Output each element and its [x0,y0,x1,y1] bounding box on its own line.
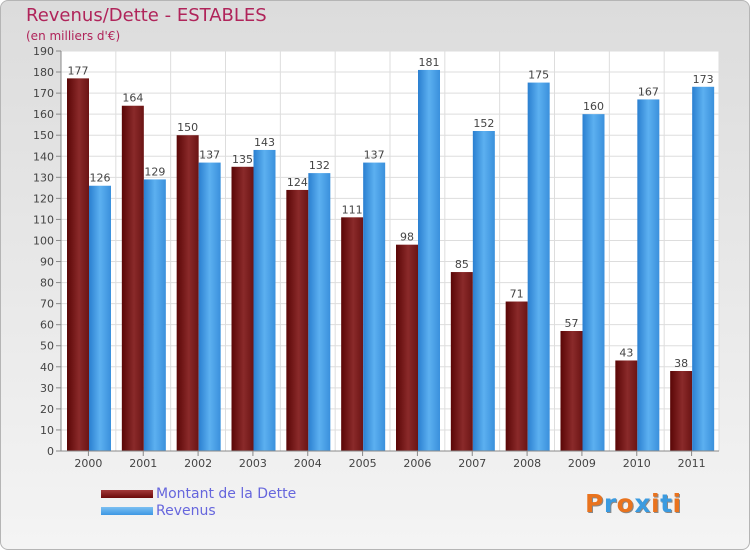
bar-dette [176,135,199,452]
y-tick-label: 130 [33,171,54,184]
bar-revenus [582,114,605,451]
data-label-revenus: 152 [473,117,494,130]
bar-dette [67,78,89,452]
x-tick-label: 2004 [294,457,322,470]
x-tick-label: 2000 [74,457,102,470]
data-label-revenus: 126 [90,172,111,185]
bar-revenus [253,149,276,451]
data-label-dette: 164 [122,92,143,105]
x-tick-label: 2006 [403,457,431,470]
bar-revenus [143,179,166,451]
y-tick-label: 180 [33,66,54,79]
y-tick-label: 160 [33,108,54,121]
bar-dette [396,244,418,451]
y-tick-label: 70 [40,298,54,311]
x-tick-label: 2009 [568,457,596,470]
data-label-dette: 38 [674,357,688,370]
y-tick-label: 110 [33,213,54,226]
logo-letter: t [660,489,673,518]
data-label-revenus: 181 [419,56,440,69]
data-label-revenus: 160 [583,100,604,113]
y-tick-label: 100 [33,234,54,247]
legend-swatch-revenus [101,507,153,515]
logo-letter: o [616,489,635,518]
bar-dette [286,189,309,451]
bar-dette [505,301,528,451]
bar-revenus [472,131,495,451]
data-label-revenus: 175 [528,69,549,82]
bar-revenus [418,69,440,452]
y-tick-label: 190 [33,45,54,58]
data-label-dette: 135 [232,153,253,166]
chart-title: Revenus/Dette - ESTABLES [26,5,267,26]
y-tick-label: 30 [40,382,54,395]
proxiti-logo: Proxiti [585,489,682,518]
bar-dette [615,360,638,451]
data-label-dette: 71 [510,288,524,301]
data-label-dette: 124 [287,176,308,189]
bar-dette [670,371,693,451]
bar-revenus [198,162,221,451]
y-tick-label: 80 [40,277,54,290]
x-tick-label: 2003 [239,457,267,470]
bar-revenus [527,82,550,451]
logo-letter: r [603,489,617,518]
y-tick-label: 20 [40,403,54,416]
data-label-revenus: 129 [144,165,165,178]
data-label-dette: 85 [455,258,469,271]
bar-dette [341,217,364,451]
y-tick-label: 90 [40,256,54,269]
logo-letter: i [672,489,682,518]
data-label-revenus: 137 [199,149,220,162]
bar-dette [121,105,144,451]
chart-subtitle: (en milliers d'€) [26,29,121,43]
logo-letter: x [634,489,651,518]
data-label-dette: 43 [619,346,633,359]
logo-letter: i [651,489,661,518]
x-tick-label: 2010 [623,457,651,470]
data-label-revenus: 137 [364,149,385,162]
bar-revenus [89,185,111,451]
data-label-revenus: 173 [693,73,714,86]
bar-revenus [637,99,660,451]
y-tick-label: 40 [40,361,54,374]
y-tick-label: 120 [33,192,54,205]
bar-dette [450,272,473,451]
bar-revenus [308,173,331,451]
data-label-dette: 57 [565,317,579,330]
bar-dette [560,331,583,451]
data-label-revenus: 132 [309,159,330,172]
y-tick-label: 0 [47,445,54,458]
x-tick-label: 2005 [349,457,377,470]
x-tick-label: 2011 [678,457,706,470]
data-label-dette: 111 [342,203,363,216]
x-tick-label: 2007 [458,457,486,470]
logo-letter: P [585,489,604,518]
data-label-dette: 150 [177,121,198,134]
data-label-revenus: 167 [638,85,659,98]
y-tick-label: 10 [40,424,54,437]
legend-label-dette: Montant de la Dette [156,486,297,502]
legend-label-revenus: Revenus [156,503,216,519]
y-tick-label: 60 [40,319,54,332]
y-tick-label: 150 [33,129,54,142]
x-tick-label: 2008 [513,457,541,470]
bar-dette [231,166,254,451]
data-label-dette: 177 [68,64,89,77]
bar-revenus [363,162,386,451]
x-tick-label: 2001 [129,457,157,470]
bar-revenus [692,86,715,451]
y-tick-label: 140 [33,150,54,163]
y-tick-label: 170 [33,87,54,100]
y-tick-label: 50 [40,340,54,353]
legend-swatch-dette [101,490,153,498]
x-tick-label: 2002 [184,457,212,470]
data-label-revenus: 143 [254,136,275,149]
data-label-dette: 98 [400,231,414,244]
